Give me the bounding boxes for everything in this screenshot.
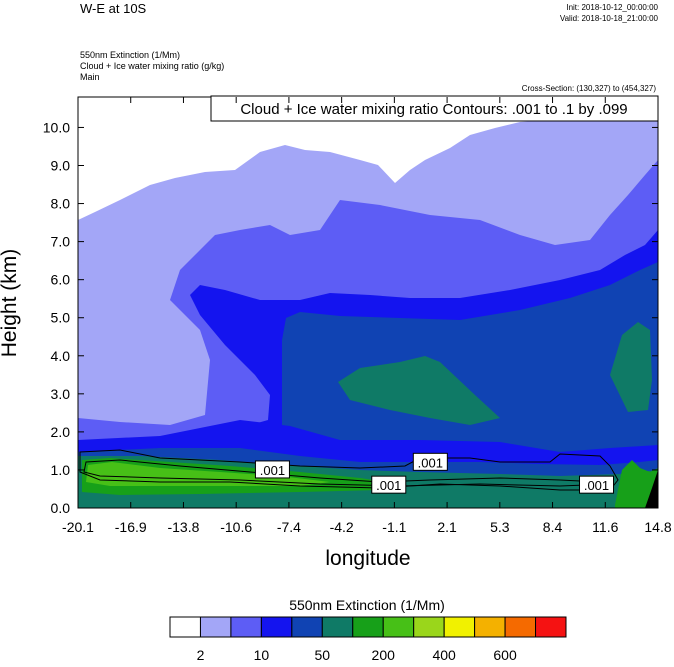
y-tick-label: 5.0 [51,310,71,326]
extinction-level-400-east-region [610,322,652,412]
colorbar-swatch [291,616,323,638]
colorbar-swatch [169,616,201,638]
colorbar-label: 50 [315,647,331,663]
y-tick-label: 9.0 [51,158,71,174]
x-tick-label: -20.1 [62,519,94,535]
x-tick-label: -10.6 [220,519,252,535]
y-tick-label: 4.0 [51,348,71,364]
contour-label: .001 [260,463,285,478]
y-axis-label: Height (km) [0,249,21,358]
contour-label-box [579,475,615,494]
y-tick-label: 3.0 [51,386,71,402]
y-axis: 0.0 1.0 2.0 3.0 4.0 5.0 6.0 7.0 8.0 9.0 10.0 [43,119,658,516]
contour-label: .001 [584,478,609,493]
x-tick-label: -4.2 [330,519,354,535]
colorbar-swatch [321,616,354,638]
x-axis-label: longitude [325,547,410,570]
x-axis: -20.1 -16.9 -13.8 -10.6 -7.4 -4.2 -1.1 2.1 5.3 8.… [62,97,672,535]
x-tick-label: 2.1 [437,519,457,535]
extinction-field [78,97,658,508]
colorbar-swatch [443,616,476,638]
colorbar-swatch [199,616,232,638]
colorbar-label: 2 [197,647,205,663]
x-tick-label: -7.4 [277,519,301,535]
extinction-surface-green-region [615,460,658,508]
x-tick-label: 11.6 [592,519,618,535]
terrain-region [645,470,658,508]
colorbar-label: 10 [254,647,270,663]
colorbar-swatch [535,616,567,638]
colorbar-swatch [382,616,415,638]
field-label-extinction: 550nm Extinction (1/Mm) [80,50,180,60]
y-tick-label: 10.0 [43,119,70,135]
x-tick-label: 5.3 [490,519,510,535]
contour-line-outer [79,449,619,491]
y-tick-label: 7.0 [51,234,71,250]
field-label-mixing-ratio: Cloud + Ice water mixing ratio (g/kg) [80,61,224,71]
contour-label: .001 [376,478,401,493]
colorbar-swatch [260,616,293,638]
colorbar-title: 550nm Extinction (1/Mm) [289,597,445,613]
contour-title-box [210,95,659,122]
x-tick-label: 8.4 [543,519,563,535]
colorbar-label: 200 [372,647,396,663]
valid-time: Valid: 2018-10-18_21:00:00 [560,14,659,23]
contour-label-box [412,452,448,471]
y-tick-label: 1.0 [51,462,71,478]
contour-label: .001 [418,455,443,470]
figure-title: W-E at 10S [80,1,147,16]
y-tick-label: 2.0 [51,424,71,440]
colorbar-label: 400 [432,647,456,663]
colorbar-swatch [413,616,445,638]
x-tick-label: -16.9 [115,519,147,535]
colorbar-swatch [504,616,537,638]
x-tick-label: -13.8 [167,519,199,535]
colorbar-swatch [352,616,384,638]
colorbar: 2 10 50 200 400 600 [169,616,567,663]
colorbar-label: 600 [493,647,517,663]
cross-section-label: Cross-Section: (130,327) to (454,327) [522,84,657,93]
init-time: Init: 2018-10-12_00:00:00 [566,3,658,12]
contour-label-box [254,460,290,479]
y-tick-label: 0.0 [51,500,71,516]
colorbar-swatch [474,616,506,638]
contour-labels: .001 .001 .001 .001 [79,449,619,494]
extinction-level-light-green-region [86,462,330,486]
contour-label-box [371,475,407,494]
field-label-main: Main [80,72,100,82]
chart-title: Cloud + Ice water mixing ratio Contours:… [240,101,627,118]
y-tick-label: 8.0 [51,196,71,212]
colorbar-swatch [230,616,262,638]
y-tick-label: 6.0 [51,272,71,288]
x-tick-label: -1.1 [382,519,406,535]
x-tick-label: 14.8 [644,519,671,535]
extinction-level-400-region [338,356,500,425]
